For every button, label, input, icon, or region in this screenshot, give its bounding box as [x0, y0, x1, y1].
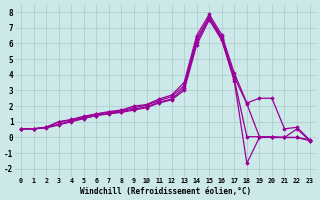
X-axis label: Windchill (Refroidissement éolien,°C): Windchill (Refroidissement éolien,°C)	[80, 187, 251, 196]
